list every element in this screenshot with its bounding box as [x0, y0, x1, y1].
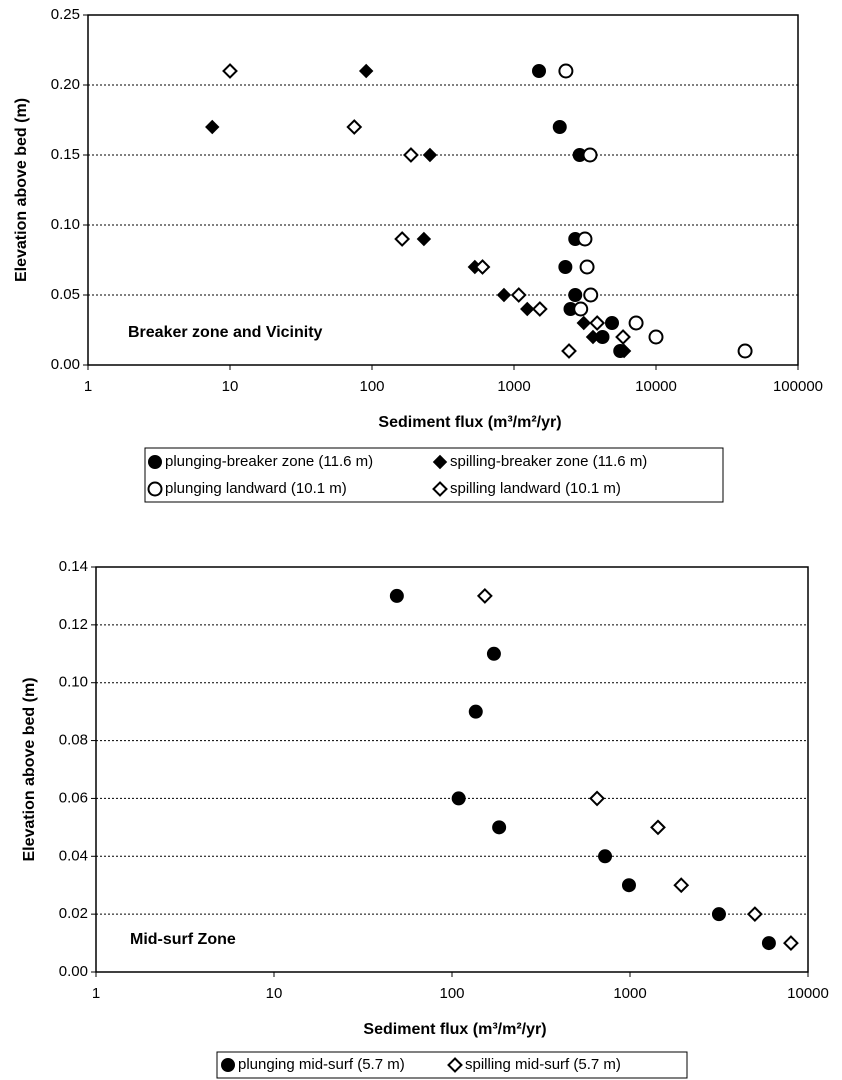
data-point	[552, 120, 567, 134]
x-tick-label: 1000	[497, 378, 530, 395]
legend-marker	[148, 455, 162, 469]
y-tick-label: 0.05	[51, 286, 80, 303]
data-point	[650, 819, 666, 836]
data-point	[589, 790, 605, 807]
data-point	[358, 63, 374, 79]
x-tick-label: 10	[222, 378, 239, 395]
y-tick-label: 0.10	[59, 674, 88, 691]
plot-frame	[87, 14, 799, 366]
data-point	[628, 315, 644, 331]
legend-marker	[147, 481, 163, 497]
data-point	[403, 147, 419, 163]
legend-label: spilling-breaker zone (11.6 m)	[450, 453, 647, 470]
legend-label: spilling landward (10.1 m)	[450, 480, 621, 497]
y-axis-label: Elevation above bed (m)	[13, 98, 30, 282]
data-point	[346, 119, 363, 135]
legend-label: plunging-breaker zone (11.6 m)	[165, 453, 373, 470]
legend-label: plunging mid-surf (5.7 m)	[238, 1056, 405, 1073]
data-point	[648, 329, 664, 345]
data-point	[468, 704, 483, 719]
x-tick-label: 1	[84, 378, 92, 395]
data-point	[783, 935, 799, 951]
data-point	[496, 287, 512, 303]
data-point	[711, 907, 726, 922]
data-point	[737, 343, 753, 359]
data-point	[389, 588, 404, 603]
x-tick-label: 1	[92, 985, 100, 1002]
data-point	[416, 231, 432, 247]
data-point	[673, 877, 690, 894]
data-point	[573, 301, 589, 317]
annotation: Mid-surf Zone	[130, 931, 236, 948]
y-tick-label: 0.14	[59, 558, 88, 575]
y-tick-label: 0.00	[59, 963, 88, 980]
data-point	[561, 343, 577, 359]
x-tick-label: 100	[359, 378, 384, 395]
y-tick-label: 0.00	[51, 356, 80, 373]
data-point	[520, 301, 535, 317]
data-point	[621, 878, 636, 893]
y-tick-label: 0.10	[51, 216, 80, 233]
legend-label: plunging landward (10.1 m)	[165, 480, 347, 497]
x-axis-label: Sediment flux (m³/m²/yr)	[363, 1021, 546, 1038]
y-tick-label: 0.25	[51, 6, 80, 23]
legend-box	[144, 447, 724, 503]
data-point	[474, 259, 491, 275]
data-point	[585, 329, 601, 345]
data-point	[576, 315, 591, 331]
legend-marker	[432, 454, 448, 470]
y-tick-label: 0.12	[59, 616, 88, 633]
data-point	[616, 343, 632, 359]
data-point	[532, 64, 547, 78]
data-point	[205, 119, 220, 135]
annotation: Breaker zone and Vicinity	[128, 324, 323, 341]
data-point	[492, 820, 507, 835]
data-point	[486, 646, 501, 661]
y-tick-label: 0.08	[59, 732, 88, 749]
x-tick-label: 1000	[613, 985, 646, 1002]
data-point	[605, 316, 620, 330]
data-point	[222, 63, 238, 79]
data-point	[558, 260, 573, 274]
y-tick-label: 0.20	[51, 76, 80, 93]
data-point	[615, 329, 631, 345]
data-point	[422, 147, 438, 163]
y-tick-label: 0.02	[59, 905, 88, 922]
plot-frame	[95, 566, 809, 973]
data-point	[558, 63, 574, 79]
data-point	[582, 147, 598, 163]
x-tick-label: 10000	[787, 985, 829, 1002]
y-tick-label: 0.06	[59, 789, 88, 806]
x-tick-label: 100000	[773, 378, 823, 395]
y-tick-label: 0.04	[59, 847, 88, 864]
y-axis-label: Elevation above bed (m)	[21, 677, 38, 861]
legend-marker	[221, 1058, 235, 1072]
data-point	[577, 231, 593, 247]
legend-marker	[432, 481, 448, 497]
x-tick-label: 10000	[635, 378, 677, 395]
x-tick-label: 10	[266, 985, 283, 1002]
data-point	[451, 791, 466, 806]
data-point	[598, 849, 613, 864]
data-point	[568, 288, 583, 302]
x-axis-label: Sediment flux (m³/m²/yr)	[378, 414, 561, 431]
data-point	[531, 301, 548, 317]
y-tick-label: 0.15	[51, 146, 80, 163]
data-point	[476, 588, 493, 604]
data-point	[761, 936, 776, 951]
data-point	[394, 231, 411, 247]
data-point	[589, 315, 606, 331]
legend-marker	[447, 1057, 463, 1073]
data-point	[583, 287, 599, 303]
data-point	[510, 287, 527, 303]
data-point	[579, 259, 595, 275]
data-point	[746, 906, 763, 923]
legend-label: spilling mid-surf (5.7 m)	[465, 1056, 621, 1073]
x-tick-label: 100	[439, 985, 464, 1002]
